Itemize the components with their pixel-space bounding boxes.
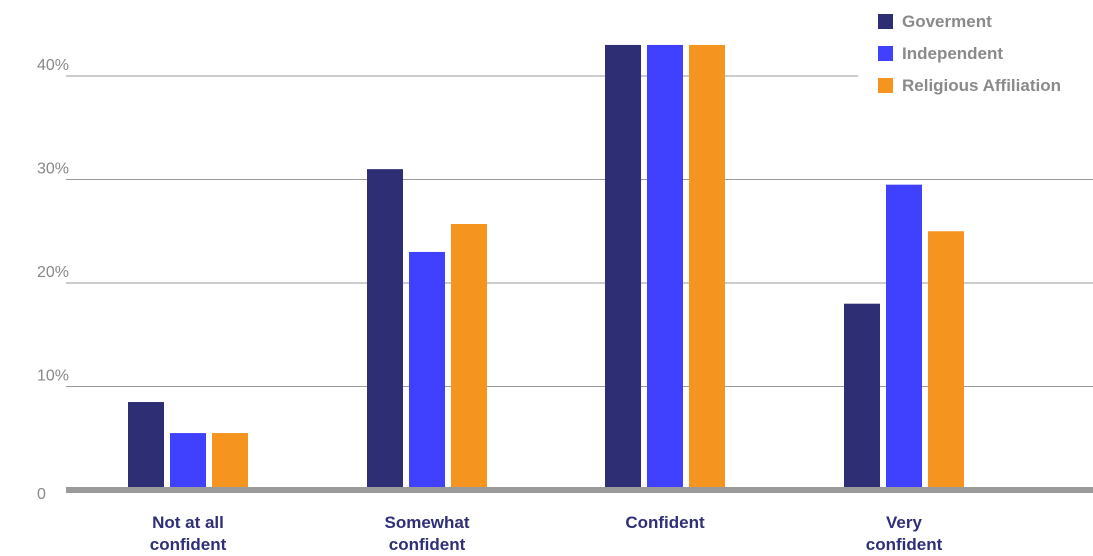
bar-goverment	[605, 44, 641, 490]
legend-label: Independent	[902, 44, 1003, 63]
x-category-label: Somewhat	[384, 513, 469, 532]
legend-swatch	[878, 14, 893, 29]
bar-religious-affiliation	[689, 44, 725, 490]
bar-goverment	[128, 402, 164, 490]
x-axis-category-labels: Not at all confident Somewhat confident Conf…	[150, 513, 943, 554]
bar-religious-affiliation	[212, 433, 248, 490]
bar-goverment	[844, 303, 880, 490]
x-category-label: confident	[389, 535, 466, 554]
y-tick-label: 20%	[37, 264, 69, 281]
y-tick-label: 10%	[37, 368, 69, 385]
x-category-label: confident	[150, 535, 227, 554]
legend-swatch	[878, 78, 893, 93]
y-axis-tick-labels: 0 10% 20% 30% 40%	[37, 57, 69, 503]
bar-independent	[170, 433, 206, 490]
bar-independent	[886, 184, 922, 491]
y-tick-label: 40%	[37, 57, 69, 74]
bar-independent	[409, 251, 445, 490]
bars	[128, 44, 964, 491]
y-tick-label: 30%	[37, 161, 69, 178]
bar-religious-affiliation	[928, 231, 964, 490]
x-category-label: Very	[886, 513, 922, 532]
legend-label: Religious Affiliation	[902, 76, 1061, 95]
y-tick-label: 0	[37, 486, 46, 503]
x-axis-line	[66, 487, 1093, 493]
x-category-label: Confident	[625, 513, 705, 532]
legend-swatch	[878, 46, 893, 61]
x-axis-baseline	[66, 487, 1093, 493]
x-category-label: Not at all	[152, 513, 224, 532]
legend: Goverment Independent Religious Affiliatio…	[878, 12, 1061, 95]
legend-label: Goverment	[902, 12, 992, 31]
bar-goverment	[367, 169, 403, 490]
bar-religious-affiliation	[451, 224, 487, 490]
bar-independent	[647, 44, 683, 490]
x-category-label: confident	[866, 535, 943, 554]
